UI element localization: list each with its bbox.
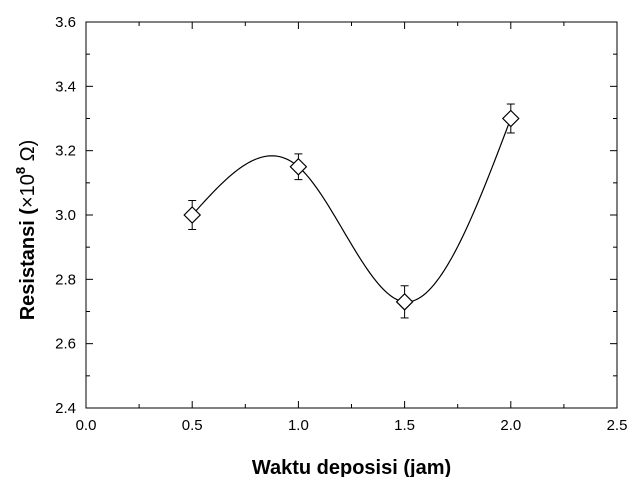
- y-axis-title: Resistansi (×108 Ω): [13, 140, 39, 321]
- y-tick-label: 2.8: [55, 271, 76, 288]
- data-point-marker: [183, 206, 202, 224]
- x-tick-label: 2.0: [500, 417, 521, 434]
- fit-curve: [191, 118, 512, 303]
- y-axis-title-exponent: 8: [13, 167, 28, 174]
- markers-layer: [183, 109, 520, 311]
- y-tick-label: 3.2: [55, 143, 76, 160]
- y-tick-label: 2.4: [55, 400, 76, 417]
- ticks-layer: [85, 21, 618, 409]
- plot-frame: [85, 21, 618, 409]
- y-axis-title-multiplier: ×10: [17, 174, 39, 208]
- y-axis-title-main: Resistansi (: [17, 208, 39, 321]
- x-axis-title: Waktu deposisi (jam): [252, 457, 451, 477]
- data-point-marker: [395, 293, 414, 311]
- errorbars-layer: [188, 103, 515, 319]
- data-point-marker: [289, 157, 308, 176]
- y-tick-label: 3.0: [55, 207, 76, 224]
- y-tick-label: 2.6: [55, 336, 76, 353]
- tick-labels-layer: 0.0 0.5 1.0 1.5 2.0 2.5 2.4 2.6 2.8 3.0 3.2 3.4 3.6: [55, 14, 627, 434]
- x-tick-label: 1.0: [288, 417, 309, 434]
- y-tick-label: 3.4: [55, 78, 76, 95]
- x-tick-label: 0.0: [76, 417, 97, 434]
- x-tick-label: 2.5: [607, 417, 628, 434]
- y-tick-label: 3.6: [55, 14, 76, 31]
- x-tick-label: 0.5: [182, 417, 203, 434]
- x-tick-label: 1.5: [394, 417, 415, 434]
- data-point-marker: [501, 109, 520, 128]
- y-axis-title-unit: Ω): [17, 140, 39, 167]
